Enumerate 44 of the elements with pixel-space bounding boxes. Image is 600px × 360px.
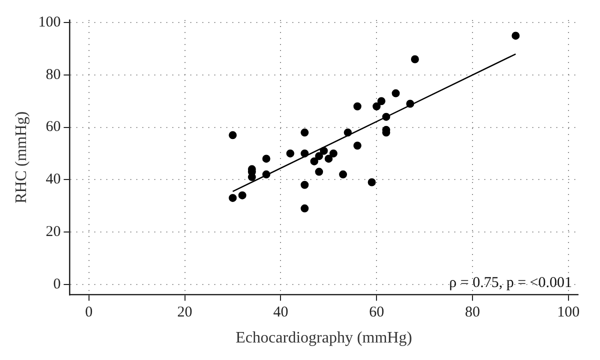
point: [286, 149, 294, 158]
point: [353, 142, 362, 150]
y-tick-label: 80: [46, 66, 61, 83]
y-tick-label: 20: [46, 224, 61, 240]
x-tick-label: 20: [177, 304, 192, 321]
point: [372, 102, 381, 110]
point: [353, 102, 362, 110]
point: [262, 170, 270, 178]
point: [377, 97, 386, 106]
point: [300, 149, 309, 158]
point: [320, 146, 328, 155]
point: [368, 178, 376, 186]
y-axis-title: RHC (mmHg): [12, 111, 30, 204]
point: [238, 191, 246, 200]
x-tick-label: 60: [369, 304, 384, 321]
point: [310, 157, 318, 166]
point: [228, 131, 237, 140]
point: [300, 128, 309, 137]
x-tick-label: 40: [273, 304, 288, 321]
point: [512, 32, 520, 40]
point: [410, 55, 419, 64]
point: [382, 112, 390, 121]
y-tick-label: 100: [38, 14, 61, 31]
point: [329, 149, 338, 158]
point: [406, 100, 414, 108]
point: [392, 89, 400, 98]
y-tick-label: 0: [53, 276, 61, 292]
y-tick-label: 40: [46, 172, 61, 188]
point: [339, 170, 348, 178]
x-tick-label: 80: [465, 304, 480, 321]
x-tick-label: 100: [557, 304, 580, 321]
point: [324, 154, 333, 163]
point: [248, 173, 256, 182]
point: [300, 204, 309, 212]
point: [315, 152, 324, 160]
annotation: ρ = 0.75, p = <0.001: [449, 275, 572, 292]
point: [228, 194, 237, 202]
point: [300, 180, 309, 189]
point: [315, 168, 324, 176]
point: [262, 154, 270, 163]
x-axis-title: Echocardiography (mmHg): [236, 330, 412, 347]
point: [344, 128, 352, 137]
y-tick-label: 60: [46, 119, 61, 136]
x-tick-label: 0: [85, 304, 93, 321]
